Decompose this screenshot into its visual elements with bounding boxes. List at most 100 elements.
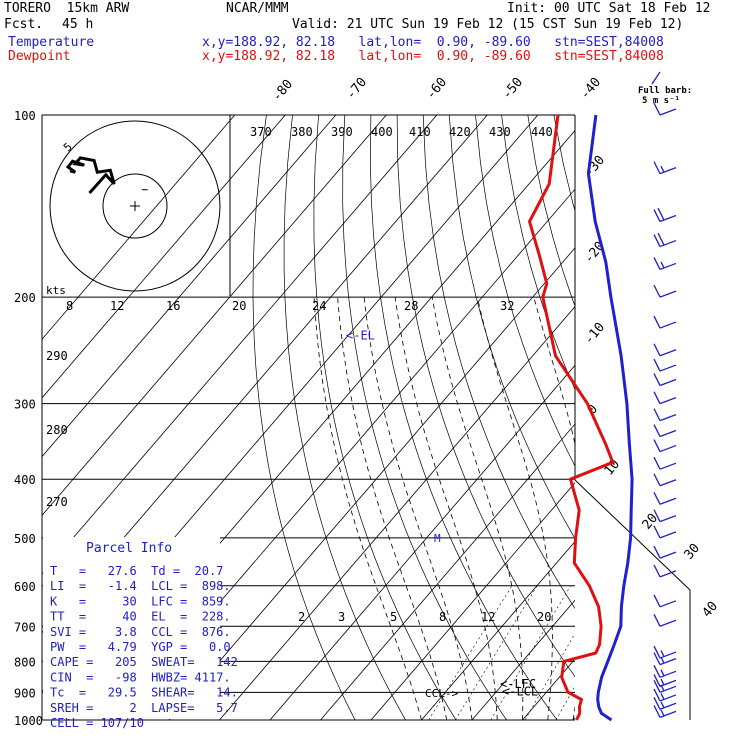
profile-lines [528, 114, 634, 722]
wind-barb [653, 594, 677, 608]
dry-adiabat-line [659, 115, 740, 720]
wind-barb [653, 509, 677, 523]
parcel-info-row: CELL = 107/10 [50, 716, 144, 730]
hodograph-speed-label: 28 [404, 299, 418, 313]
wind-barb [653, 284, 677, 298]
parcel-info-title: Parcel Info [86, 541, 172, 556]
isotherm-line [42, 115, 387, 516]
theta-label: 400 [371, 125, 393, 139]
dry-adiabat-line [501, 115, 575, 391]
wind-barb [653, 207, 677, 223]
wind-barb-full-flag [653, 665, 661, 678]
hodograph-speed-label: 12 [110, 299, 124, 313]
init-time: Init: 00 UTC Sat 18 Feb 12 [507, 1, 711, 16]
dry-adiabat-line [252, 115, 356, 720]
parcel-info-row: SVI = 3.8 CCL = 876. [50, 625, 231, 639]
moist-adiabat-line [533, 296, 575, 720]
org-label: NCAR/MMM [226, 1, 289, 16]
wind-barb-shaft [659, 462, 677, 470]
theta-left-label: 290 [46, 349, 68, 363]
pressure-tick-label: 900 [14, 686, 36, 700]
full-barb-label: Full barb: [638, 86, 693, 96]
isotherm-label: -40 [578, 75, 605, 103]
isotherm-line [624, 115, 740, 720]
theta-label: 420 [449, 125, 471, 139]
theta-label: 410 [409, 125, 431, 139]
full-barb-example [651, 71, 661, 85]
wind-barb [653, 545, 677, 559]
wind-barbs [651, 71, 677, 718]
isotherm-line [42, 115, 337, 458]
wind-barb-half-flag [660, 678, 665, 686]
wind-barb [653, 688, 677, 702]
wind-barb [653, 525, 677, 539]
mixing-ratio-label: 8 [439, 610, 446, 624]
forecast-hour: 45 h [62, 17, 94, 32]
wind-barb-shaft [659, 694, 677, 702]
wind-barb-full-flag [653, 705, 661, 718]
parcel-info-row: TT = 40 EL = 228. [50, 610, 231, 624]
wind-barb-full-flag [653, 391, 661, 404]
isotherm-line [42, 115, 286, 399]
wind-barb-shaft [659, 167, 677, 175]
wind-barb-full-flag [653, 509, 661, 522]
isotherm-line [572, 717, 575, 720]
wind-barb-full-flag [653, 456, 661, 470]
wind-barb-half-flag [660, 165, 665, 173]
wind-barb-shaft [659, 397, 677, 405]
pressure-tick-label: 300 [14, 398, 36, 412]
parcel-info-row: CAPE = 205 SWEAT= 142 [50, 655, 238, 669]
wind-barb-shaft [659, 239, 677, 248]
wind-barb-full-flag [653, 257, 661, 270]
moist-adiabat-line [476, 297, 553, 720]
mixing-ratio-label: 3 [338, 610, 345, 624]
wind-barb-shaft [659, 479, 677, 487]
wind-barb-shaft [659, 600, 677, 608]
isotherm-label: -50 [500, 75, 527, 103]
wind-barb-half-flag [660, 684, 665, 692]
wind-barb-full-flag [653, 594, 661, 608]
pressure-tick-label: 700 [14, 620, 36, 634]
wind-barb-half-flag [660, 656, 665, 664]
mixing-ratio-label: 12 [481, 610, 495, 624]
wind-barb-shaft [659, 349, 677, 357]
full-barb-units: 5 m s⁻¹ [642, 96, 680, 106]
wind-barb [653, 391, 677, 405]
wind-barb-shaft [659, 702, 677, 710]
isotherm-line [42, 115, 438, 575]
wind-barb [653, 257, 677, 271]
wind-barb-shaft [659, 670, 677, 678]
mixing-ratio-line [524, 632, 575, 720]
location-line-temp: x,y=188.92, 82.18 lat,lon= 0.90, -89.60 … [202, 35, 664, 50]
ccl-marker: CCL-> [425, 687, 458, 700]
wind-barb-full-flag [653, 408, 661, 421]
temperature-line [586, 114, 634, 722]
pressure-tick-label: 200 [14, 291, 36, 305]
valid-time: Valid: 21 UTC Sun 19 Feb 12 (15 CST Sun … [292, 17, 684, 32]
wind-barb [653, 439, 677, 453]
parcel-info-row: SREH = 2 LAPSE= 5.7 [50, 701, 238, 715]
theta-label: 380 [291, 125, 313, 139]
theta-label: 430 [489, 125, 511, 139]
mixing-ratio-line [455, 585, 538, 720]
isotherm-line [168, 247, 575, 720]
wind-barb [653, 674, 677, 688]
dry-adiabat-line [475, 115, 575, 467]
wind-barb-full-flag [653, 491, 661, 505]
wind-barb-shaft [659, 679, 677, 688]
hodograph-speed-label: 16 [166, 299, 180, 313]
wind-barb-full-flag [653, 613, 661, 627]
wind-barb-full-flag [653, 284, 661, 298]
wind-barb [653, 456, 677, 470]
isotherm-line [370, 482, 575, 720]
dry-adiabat-line [685, 115, 740, 720]
moist-adiabat-line [363, 297, 473, 720]
wind-barb-shaft [659, 658, 677, 666]
temperature-legend: Temperature [8, 35, 95, 50]
wind-barb-half-flag [660, 650, 665, 657]
wind-barb-full-flag [653, 315, 661, 329]
wind-barb-full-flag [653, 525, 661, 539]
dry-adiabat-line [396, 115, 575, 678]
wind-barb-full-flag [653, 439, 661, 452]
isotherm-line [219, 306, 575, 720]
